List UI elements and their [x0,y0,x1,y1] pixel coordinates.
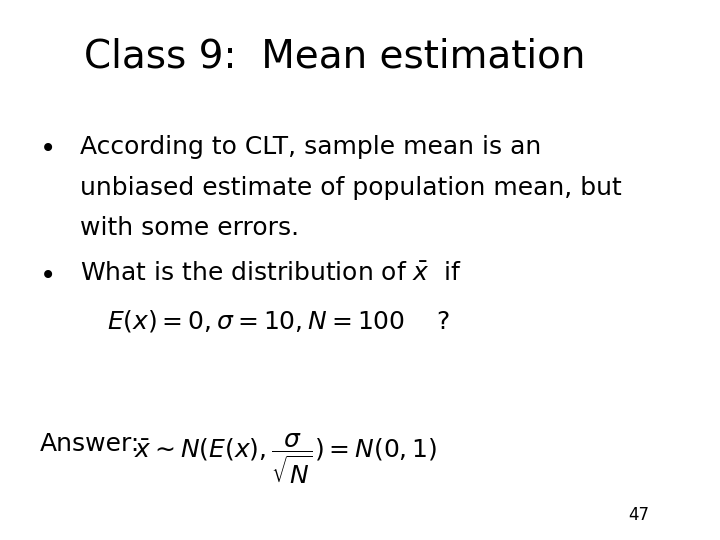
Text: $\bar{x} \sim N(E(x),\dfrac{\sigma}{\sqrt{N}}) = N(0,1)$: $\bar{x} \sim N(E(x),\dfrac{\sigma}{\sqr… [134,432,437,487]
Text: Answer:: Answer: [40,432,140,456]
Text: unbiased estimate of population mean, but: unbiased estimate of population mean, bu… [81,176,622,199]
Text: $E(x) = 0, \sigma = 10, N = 100$    ?: $E(x) = 0, \sigma = 10, N = 100$ ? [107,308,450,334]
Text: •: • [40,135,56,163]
Text: 47: 47 [629,506,649,524]
Text: According to CLT, sample mean is an: According to CLT, sample mean is an [81,135,541,159]
Text: Class 9:  Mean estimation: Class 9: Mean estimation [84,38,585,76]
Text: •: • [40,262,56,290]
Text: with some errors.: with some errors. [81,216,300,240]
Text: What is the distribution of $\bar{x}$  if: What is the distribution of $\bar{x}$ if [81,262,462,286]
